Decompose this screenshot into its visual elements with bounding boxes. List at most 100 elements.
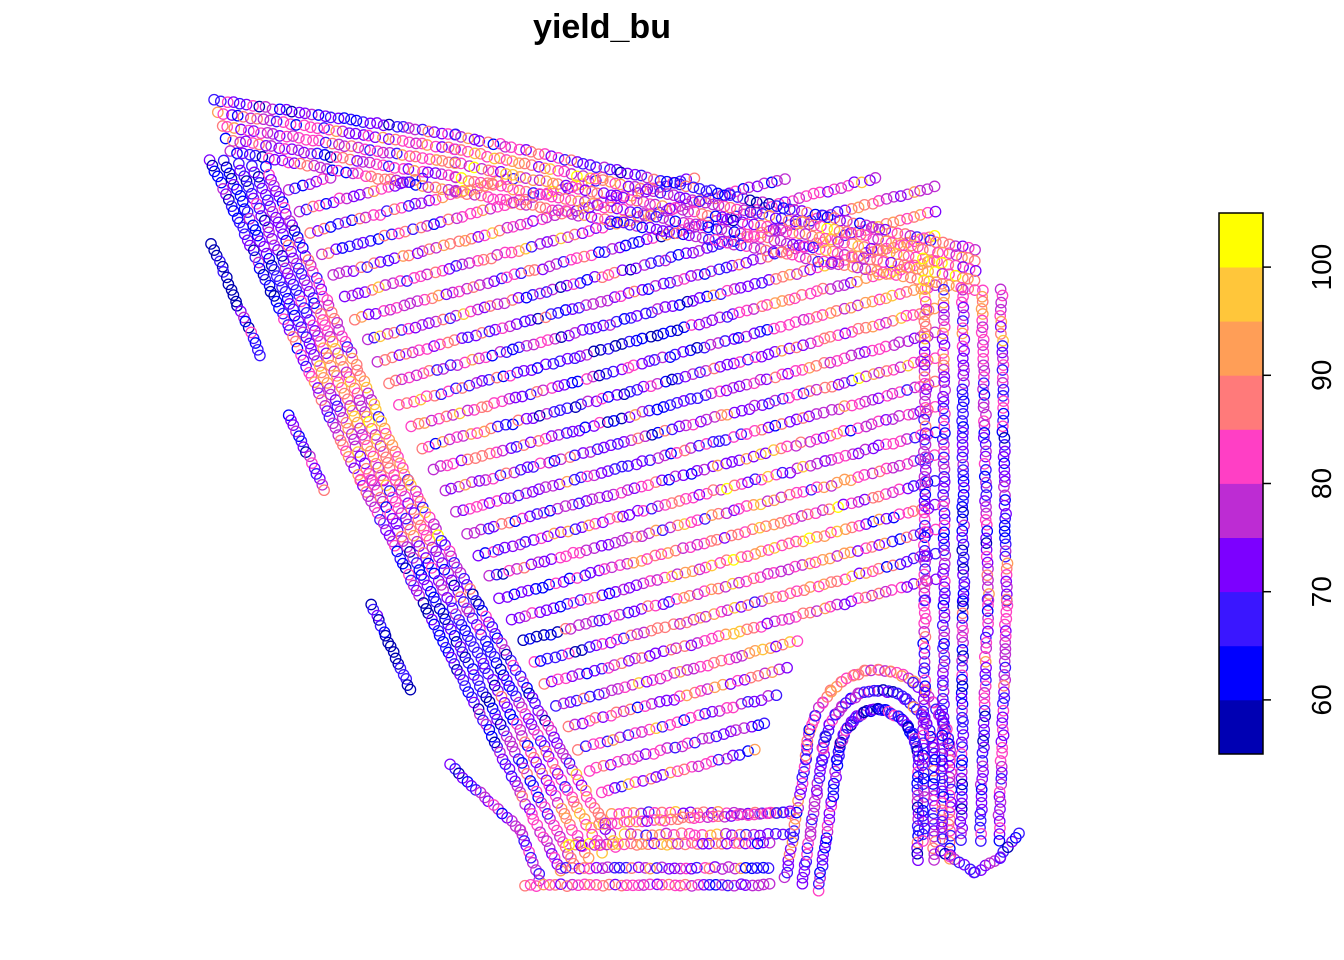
yield-point: [657, 212, 669, 224]
yield-point: [852, 592, 864, 604]
yield-point: [706, 314, 719, 327]
yield-point: [693, 195, 706, 208]
yield-point: [633, 677, 645, 689]
yield-point: [318, 149, 331, 161]
yield-point: [918, 364, 931, 377]
yield-point: [736, 649, 748, 662]
yield-point: [714, 557, 727, 569]
yield-point: [841, 722, 854, 734]
yield-point: [494, 152, 506, 164]
yield-point: [623, 815, 636, 828]
yield-point: [519, 242, 532, 255]
yield-point: [847, 448, 859, 461]
yield-point: [999, 630, 1012, 642]
yield-point: [405, 420, 418, 433]
yield-point: [543, 456, 555, 469]
yield-point: [534, 238, 547, 250]
yield-point: [698, 537, 711, 550]
yield-point: [707, 810, 719, 823]
yield-point: [621, 167, 634, 180]
yield-point: [611, 755, 624, 768]
yield-point: [999, 636, 1012, 649]
yield-point: [997, 729, 1010, 742]
yield-point: [796, 289, 808, 301]
yield-point: [673, 690, 686, 703]
yield-point: [995, 766, 1008, 779]
yield-point: [446, 286, 459, 299]
yield-point: [643, 527, 655, 540]
yield-point: [390, 301, 403, 314]
yield-point: [249, 337, 262, 349]
yield-point: [551, 626, 564, 638]
yield-point: [816, 853, 829, 866]
yield-point: [649, 198, 661, 211]
yield-point: [540, 286, 553, 298]
yield-point: [919, 488, 932, 501]
yield-point: [938, 593, 951, 606]
yield-point: [442, 213, 455, 226]
yield-point: [494, 345, 507, 358]
yield-point: [337, 439, 349, 451]
yield-point: [711, 828, 723, 841]
yield-point: [461, 602, 473, 615]
yield-point: [487, 138, 500, 151]
yield-point: [703, 878, 716, 891]
yield-point: [766, 200, 778, 213]
yield-point: [938, 371, 951, 383]
yield-point: [468, 176, 481, 188]
yield-point: [728, 406, 741, 419]
yield-point: [824, 307, 837, 319]
yield-point: [767, 246, 780, 258]
yield-point: [657, 598, 670, 611]
yield-point: [573, 301, 585, 314]
yield-point: [727, 381, 740, 394]
yield-point: [866, 467, 879, 480]
yield-point: [602, 343, 615, 355]
yield-point: [403, 150, 416, 162]
yield-point: [958, 481, 970, 494]
yield-point: [919, 438, 932, 451]
yield-point: [937, 532, 950, 545]
yield-point: [626, 879, 639, 892]
yield-point: [801, 842, 814, 855]
yield-point: [738, 673, 751, 686]
yield-point: [561, 475, 573, 488]
yield-point: [253, 262, 266, 275]
yield-point: [678, 321, 690, 334]
yield-point: [917, 778, 929, 790]
yield-point: [441, 459, 454, 472]
yield-point: [918, 495, 931, 507]
yield-point: [541, 530, 554, 543]
yield-point: [916, 264, 929, 277]
yield-point: [794, 788, 806, 801]
yield-point: [756, 423, 768, 436]
yield-point: [705, 387, 718, 400]
yield-point: [604, 758, 617, 771]
yield-point: [696, 732, 709, 745]
yield-point: [894, 558, 907, 571]
yield-point: [815, 759, 827, 772]
yield-point: [936, 833, 949, 845]
yield-point: [980, 507, 993, 520]
yield-point: [681, 664, 694, 676]
yield-point: [367, 450, 380, 463]
yield-point: [657, 645, 670, 658]
yield-point: [369, 131, 382, 144]
yield-point: [540, 604, 553, 617]
yield-point: [901, 188, 914, 201]
yield-point: [998, 692, 1011, 704]
yield-point: [937, 685, 950, 698]
yield-point: [797, 485, 810, 498]
yield-point: [486, 621, 499, 633]
yield-point: [844, 276, 857, 289]
yield-point: [245, 187, 258, 200]
yield-point: [887, 216, 900, 229]
yield-point: [776, 392, 789, 405]
yield-point: [801, 744, 813, 756]
yield-point: [901, 581, 913, 593]
yield-point: [887, 437, 900, 450]
yield-point: [457, 430, 470, 442]
yield-point: [652, 500, 664, 513]
yield-point: [657, 277, 670, 290]
yield-point: [917, 797, 929, 809]
